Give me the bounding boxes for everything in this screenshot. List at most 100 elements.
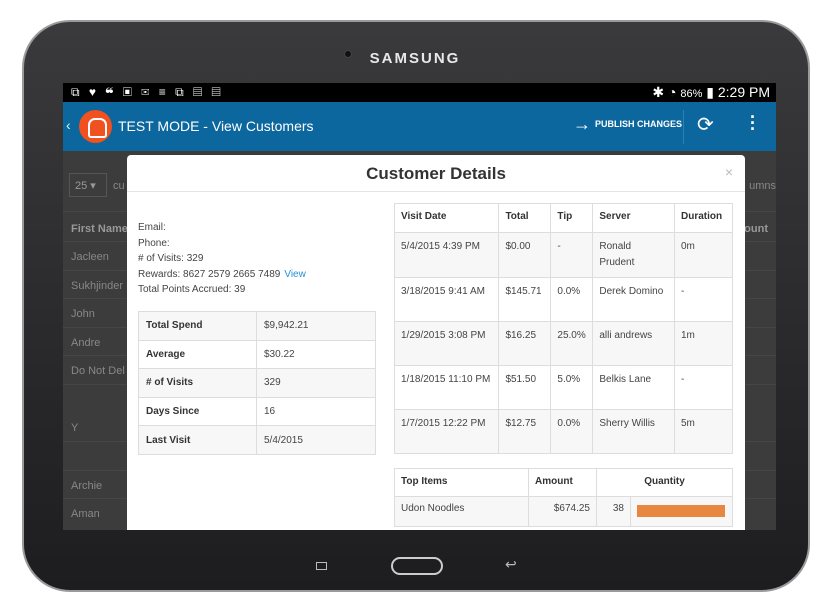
page-title: TEST MODE - View Customers — [118, 118, 314, 134]
item-quantity: 38 — [596, 496, 631, 527]
table-row: Total Spend $9,942.21 — [138, 311, 376, 341]
visits-table: Visit Date Total Tip Server Duration 5/4/201… — [393, 203, 733, 454]
list-item[interactable]: Andre — [71, 337, 101, 349]
visits-cell: - — [674, 365, 733, 410]
arrow-right-icon: → — [573, 114, 591, 134]
table-row: # of Visits 329 — [138, 368, 376, 398]
stat-label: Average — [138, 339, 257, 370]
visit-count: # of Visits: 329 — [138, 253, 204, 264]
stat-label: Days Since — [138, 396, 257, 427]
list-item[interactable]: Archie — [71, 480, 103, 492]
visits-cell: 1/29/2015 3:08 PM — [393, 321, 500, 366]
columns-button[interactable]: umns — [749, 180, 776, 192]
camera — [344, 50, 352, 58]
app-logo-icon[interactable] — [79, 110, 112, 143]
amount-header: Amount — [528, 468, 597, 497]
wifi-icon: ◔ — [667, 84, 677, 100]
visits-cell: alli andrews — [592, 321, 675, 366]
visits-cell: - — [550, 232, 594, 278]
visits-cell: Sherry Willis — [592, 409, 675, 454]
divider — [683, 110, 684, 144]
stat-value: $9,942.21 — [256, 311, 376, 341]
visits-cell: 5.0% — [550, 365, 594, 410]
visits-cell: $12.75 — [498, 409, 552, 454]
visits-header: Duration — [674, 203, 733, 233]
table-row: Days Since 16 — [138, 396, 376, 427]
visits-cell: 5/4/2015 4:39 PM — [393, 232, 500, 278]
device-brand: SAMSUNG — [369, 50, 461, 67]
rewards: Rewards: 8627 2579 2665 7489 View — [138, 267, 306, 283]
page-size-select[interactable]: 25 ▾ — [69, 173, 107, 197]
stat-value: $30.22 — [256, 339, 376, 370]
close-icon[interactable]: × — [724, 164, 733, 180]
stat-value: 16 — [256, 396, 376, 427]
rewards-number: Rewards: 8627 2579 2665 7489 — [138, 268, 281, 280]
publish-changes-button[interactable]: → PUBLISH CHANGES — [573, 114, 683, 134]
list-item[interactable]: Jacleen — [71, 251, 109, 263]
visits-header: Tip — [550, 203, 594, 233]
recent-apps-icon[interactable] — [316, 562, 327, 570]
status-bar: ⧉ ♥ ❝ ▣ ✉ ≡ ⧉ ▤ ▤ ✱ ◔ 86% ▮ 2:29 PM — [63, 83, 776, 102]
table-row: Average $30.22 — [138, 339, 376, 370]
visits-cell: - — [674, 277, 733, 322]
item-name: Udon Noodles — [394, 496, 529, 527]
bluetooth-icon: ✱ — [652, 84, 665, 100]
table-row: Udon Noodles $674.25 38 — [394, 496, 733, 527]
visits-cell: 1/7/2015 12:22 PM — [393, 409, 500, 454]
status-right: ✱ ◔ 86% ▮ 2:29 PM — [652, 84, 770, 100]
back-nav-icon[interactable]: ↩ — [505, 556, 517, 572]
table-row: 1/29/2015 3:08 PM $16.25 25.0% alli andrews… — [393, 321, 733, 366]
points: Total Points Accrued: 39 — [138, 284, 246, 295]
visits-cell: 5m — [674, 409, 733, 454]
list-item[interactable]: John — [71, 308, 95, 320]
table-row: 3/18/2015 9:41 AM $145.71 0.0% Derek Domino… — [393, 277, 733, 322]
stat-label: # of Visits — [138, 368, 257, 398]
stat-label: Total Spend — [138, 311, 257, 341]
modal-header: Customer Details × — [127, 155, 745, 192]
top-items-table: Top Items Amount Quantity Udon Noodles $… — [394, 468, 733, 527]
visits-cell: $0.00 — [498, 232, 552, 278]
search-partial: cu — [113, 180, 125, 192]
list-item[interactable]: Do Not Del — [71, 365, 125, 377]
back-icon[interactable]: ‹ — [66, 117, 71, 133]
table-row: 1/18/2015 11:10 PM $51.50 5.0% Belkis Lane - — [393, 365, 733, 410]
visits-cell: $145.71 — [498, 277, 552, 322]
battery-level: 86% — [680, 88, 703, 100]
visits-cell: $16.25 — [498, 321, 552, 366]
quantity-bar — [637, 505, 725, 517]
notification-icons: ⧉ ♥ ❝ ▣ ✉ ≡ ⧉ ▤ ▤ — [71, 85, 224, 99]
amount-header[interactable]: ount — [744, 223, 768, 235]
phone: Phone: — [138, 237, 170, 249]
item-amount: $674.25 — [528, 496, 597, 527]
visits-header: Total — [498, 203, 552, 233]
stats-table: Total Spend $9,942.21 Average $30.22 # of … — [138, 311, 376, 455]
customer-details-modal: Customer Details × Email: Phone: # of Vi… — [127, 155, 745, 530]
view-rewards-link[interactable]: View — [284, 268, 306, 280]
refresh-icon[interactable]: ⟳ — [697, 114, 714, 136]
visits-cell: 0.0% — [550, 277, 594, 322]
clock: 2:29 PM — [717, 84, 770, 100]
table-row: Last Visit 5/4/2015 — [138, 425, 376, 455]
visits-cell: 0.0% — [550, 409, 594, 454]
home-button[interactable] — [391, 557, 443, 575]
modal-title: Customer Details — [366, 164, 506, 183]
visits-cell: 25.0% — [550, 321, 594, 366]
list-item[interactable]: Aman — [71, 508, 100, 520]
customer-info: Email: Phone: # of Visits: 329 Rewards: … — [138, 220, 306, 298]
first-name-header[interactable]: First Name — [71, 223, 128, 235]
table-row: 1/7/2015 12:22 PM $12.75 0.0% Sherry Willis… — [393, 409, 733, 454]
overflow-menu-icon[interactable]: · · · — [750, 107, 756, 139]
visits-cell: Derek Domino — [592, 277, 675, 322]
visits-cell: 0m — [674, 232, 733, 278]
visits-cell: $51.50 — [498, 365, 552, 410]
publish-label: PUBLISH CHANGES — [595, 119, 683, 129]
email: Email: — [138, 222, 166, 233]
list-item[interactable]: Y — [71, 422, 79, 434]
table-row: 5/4/2015 4:39 PM $0.00- Ronald Prudent 0m — [393, 232, 733, 278]
list-item[interactable]: Sukhjinder — [71, 280, 123, 292]
visits-header: Server — [592, 203, 675, 233]
visits-cell: 3/18/2015 9:41 AM — [393, 277, 500, 322]
visits-cell: 1m — [674, 321, 733, 366]
visits-cell: Ronald Prudent — [592, 232, 675, 278]
visits-header: Visit Date — [393, 203, 500, 233]
